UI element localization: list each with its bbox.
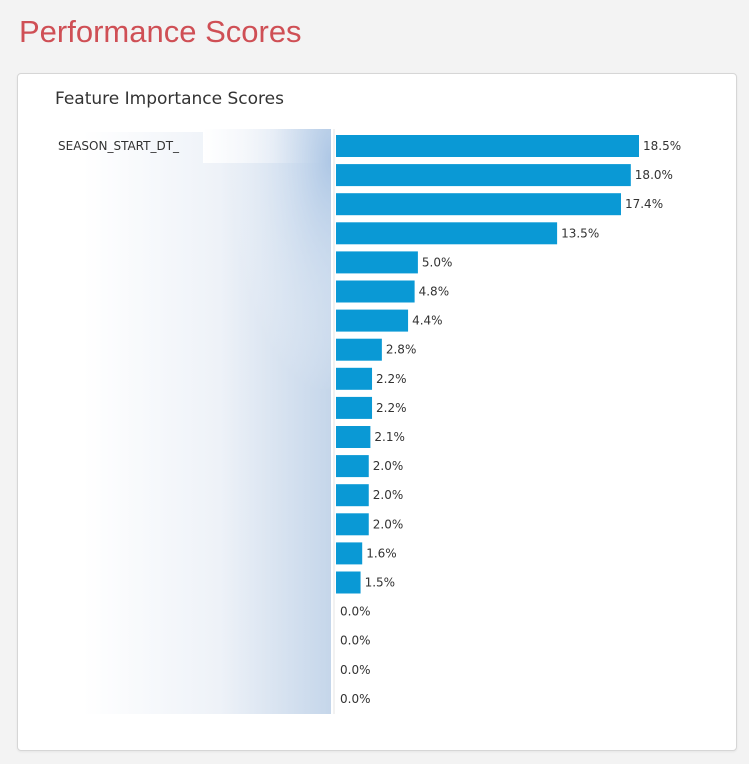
data-label-19: 0.0% (340, 692, 371, 706)
redaction-glow (218, 129, 331, 389)
data-label-16: 0.0% (340, 605, 371, 619)
data-label-6: 4.4% (412, 314, 443, 328)
data-label-1: 18.0% (635, 168, 673, 182)
data-label-14: 1.6% (366, 546, 397, 560)
data-label-0: 18.5% (643, 139, 681, 153)
bar-11 (336, 455, 369, 478)
data-label-17: 0.0% (340, 634, 371, 648)
data-label-4: 5.0% (422, 255, 453, 269)
bar-8 (336, 367, 373, 390)
bar-6 (336, 309, 409, 332)
bar-4 (336, 251, 418, 274)
data-label-18: 0.0% (340, 663, 371, 677)
bar-2 (336, 193, 621, 216)
category-label-0: SEASON_START_DT_ (58, 139, 180, 153)
bar-3 (336, 222, 558, 245)
data-label-11: 2.0% (373, 459, 404, 473)
bar-15 (336, 571, 361, 594)
data-label-8: 2.2% (376, 372, 407, 386)
bar-0 (336, 135, 639, 157)
bar-5 (336, 280, 415, 303)
chart-card: Feature Importance Scores SEASON_START_D… (17, 73, 737, 751)
bar-1 (336, 164, 631, 187)
bar-9 (336, 396, 373, 419)
data-label-13: 2.0% (373, 517, 404, 531)
bar-10 (336, 426, 371, 448)
page-title: Performance Scores (19, 14, 302, 49)
bar-7 (336, 338, 382, 361)
data-label-2: 17.4% (625, 197, 663, 211)
bar-12 (336, 484, 369, 507)
bar-14 (336, 542, 363, 565)
feature-importance-chart: Feature Importance Scores SEASON_START_D… (55, 89, 681, 714)
bar-13 (336, 513, 369, 536)
data-label-10: 2.1% (374, 430, 405, 444)
chart-title: Feature Importance Scores (55, 89, 284, 109)
data-label-9: 2.2% (376, 401, 407, 415)
data-label-5: 4.8% (419, 285, 450, 299)
data-label-3: 13.5% (561, 226, 599, 240)
redacted-labels-area (83, 129, 331, 714)
data-label-12: 2.0% (373, 488, 404, 502)
data-label-7: 2.8% (386, 343, 417, 357)
data-label-15: 1.5% (365, 576, 396, 590)
